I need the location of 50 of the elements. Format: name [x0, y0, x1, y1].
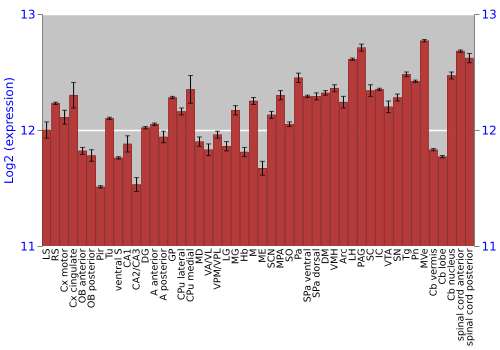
y-tick-label: 11 [20, 240, 36, 254]
x-tick-label: GP [168, 248, 179, 262]
x-tick-label: PAG [356, 248, 368, 268]
x-tick-label: Tg [401, 248, 412, 262]
x-tick-label: Cb nucleus [446, 248, 458, 301]
x-tick-label: LS [42, 248, 53, 260]
x-tick-label: CA2/CA3 [132, 248, 143, 290]
x-tick-label: RS [50, 248, 62, 262]
x-tick-label: Pn [410, 248, 422, 260]
x-tick-label: MVe [419, 248, 430, 268]
x-tick-label: Pir [96, 248, 107, 261]
y2-tick-label: 11 [482, 240, 497, 254]
y-axis-title: Log2 (expression) [2, 77, 16, 184]
y2-tick-label: 13 [482, 8, 497, 22]
x-tick-label: Cb lobe [437, 248, 448, 285]
x-tick-label: SCN [266, 248, 278, 268]
x-tick-label: VTA [383, 248, 394, 267]
y2-tick-label: 12 [482, 124, 497, 138]
x-tick-label: ME [258, 248, 268, 263]
x-tick-label: SC [365, 248, 376, 262]
x-tick-label: ventral S [114, 248, 125, 292]
x-tick-label: spinal cord posterior [464, 248, 476, 346]
x-tick-label: VA/VL [204, 248, 215, 276]
x-tick-label: VPM/VPL [212, 248, 224, 290]
x-tick-label: LG [222, 248, 233, 262]
x-tick-label: Cb vermis [428, 248, 440, 296]
x-tick-label: SO [284, 248, 296, 262]
y-tick-label: 12 [20, 124, 36, 138]
x-tick-label: IC [374, 248, 386, 258]
x-tick-label: A posterior [158, 248, 170, 301]
x-tick-label: LH [347, 248, 358, 261]
x-tick-label: Cx cingulate [68, 248, 80, 308]
x-tick-label: MD [194, 248, 206, 264]
x-tick-label: DM [320, 248, 332, 264]
x-tick-label: spinal cord anterior [455, 248, 466, 342]
x-tick-label: DG [140, 248, 152, 264]
x-tick-label: Arc [338, 248, 350, 264]
x-tick-label: Tu [104, 248, 116, 260]
x-tick-label: SPa ventral [302, 248, 314, 302]
x-tick-label: Hb [240, 248, 251, 262]
x-tick-label: M [248, 248, 260, 257]
x-tick-label: OB posterior [86, 248, 98, 308]
y-tick-label: 13 [20, 8, 36, 22]
x-tick-label: SPa dorsal [311, 248, 322, 298]
x-tick-label: MPA [275, 248, 286, 268]
x-tick-label: CPu medial [186, 248, 197, 302]
x-tick-label: VMH [329, 248, 340, 270]
x-tick-label: Pa [293, 248, 304, 260]
x-tick-label: CA1 [122, 248, 134, 268]
x-tick-label: SN [392, 248, 404, 262]
